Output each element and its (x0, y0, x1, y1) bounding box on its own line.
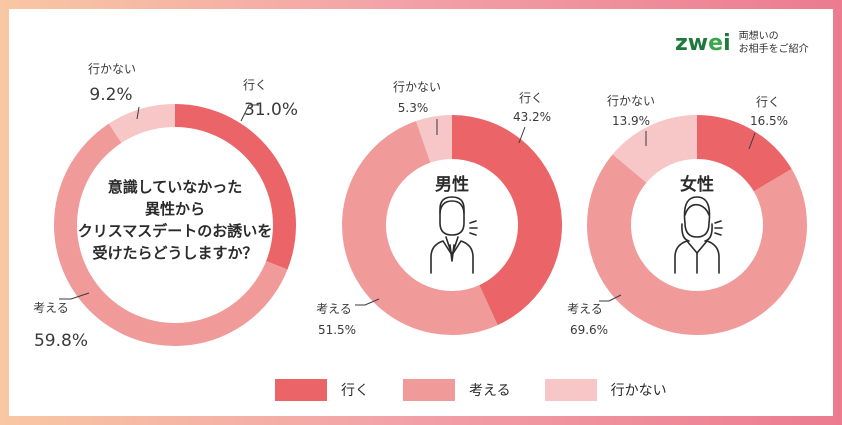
legend-swatch-notgo (544, 379, 597, 401)
legend-label-go: 行く (341, 383, 369, 399)
legend-item-notgo: 行かない (544, 379, 667, 401)
slice-value-notgo-overall: 9.2% (89, 85, 132, 105)
donut-male (341, 115, 562, 335)
slice-label-think-male: 考える (316, 302, 352, 316)
legend-label-notgo: 行かない (610, 383, 667, 399)
slice-think-2 (587, 154, 807, 335)
slice-value-think-female: 69.6% (570, 323, 608, 337)
slice-notgo-1 (416, 115, 452, 163)
slice-notgo-2 (612, 115, 697, 183)
slice-label-notgo-female: 行かない (607, 94, 655, 108)
slice-value-notgo-female: 13.9% (612, 114, 650, 128)
logo-wordmark: zwei (675, 30, 731, 56)
chart-legend: 行く 考える 行かない (275, 379, 701, 401)
slice-label-notgo-overall: 行かない (88, 62, 136, 76)
slice-value-go-female: 16.5% (750, 114, 788, 128)
slice-go-0 (175, 104, 296, 270)
slice-label-go-male: 行く (519, 91, 543, 105)
logo-tagline-line-1: 両想いの (738, 31, 779, 42)
logo-tagline-line-2: お相手をご紹介 (738, 44, 809, 55)
slice-label-think-overall: 考える (33, 301, 69, 315)
slice-label-go-female: 行く (756, 95, 780, 109)
donut-female (587, 114, 807, 335)
legend-label-think: 考える (469, 383, 511, 399)
slice-label-think-female: 考える (567, 302, 603, 316)
donut-charts: 意識していなかった 異性から クリスマスデートのお誘いを 受けたらどうしますか？… (33, 62, 807, 351)
slice-value-think-male: 51.5% (318, 323, 356, 337)
center-question-line-4: 受けたらどうしますか？ (92, 244, 257, 262)
legend-swatch-go (275, 379, 327, 401)
legend-swatch-think (403, 379, 455, 401)
slice-value-notgo-male: 5.3% (398, 101, 429, 115)
slice-label-notgo-male: 行かない (393, 80, 441, 94)
center-question-line-3: クリスマスデートのお誘いを (78, 222, 273, 240)
center-question-line-1: 意識していなかった (108, 178, 243, 196)
center-question-line-2: 異性から (145, 200, 205, 218)
legend-item-think: 考える (403, 379, 511, 401)
zwei-logo: zwei 両想いの お相手をご紹介 (675, 30, 809, 56)
slice-think-1 (341, 121, 498, 335)
man-icon (430, 196, 478, 274)
male-title: 男性 (435, 174, 469, 195)
woman-icon (674, 196, 723, 274)
slice-go-2 (697, 114, 792, 192)
slice-label-go-overall: 行く (243, 78, 267, 92)
slice-value-go-overall: 31.0% (244, 100, 298, 120)
slice-value-think-overall: 59.8% (34, 331, 88, 351)
infographic-card: 意識していなかった 異性から クリスマスデートのお誘いを 受けたらどうしますか？… (9, 9, 833, 416)
donut-overall (53, 104, 296, 346)
slice-value-go-male: 43.2% (513, 110, 551, 124)
legend-item-go: 行く (275, 379, 369, 401)
slice-notgo-0 (108, 104, 175, 143)
logo-tagline: 両想いの お相手をご紹介 (739, 30, 809, 56)
female-title: 女性 (680, 174, 714, 195)
leader-lines (59, 104, 756, 306)
slice-go-1 (452, 115, 562, 326)
